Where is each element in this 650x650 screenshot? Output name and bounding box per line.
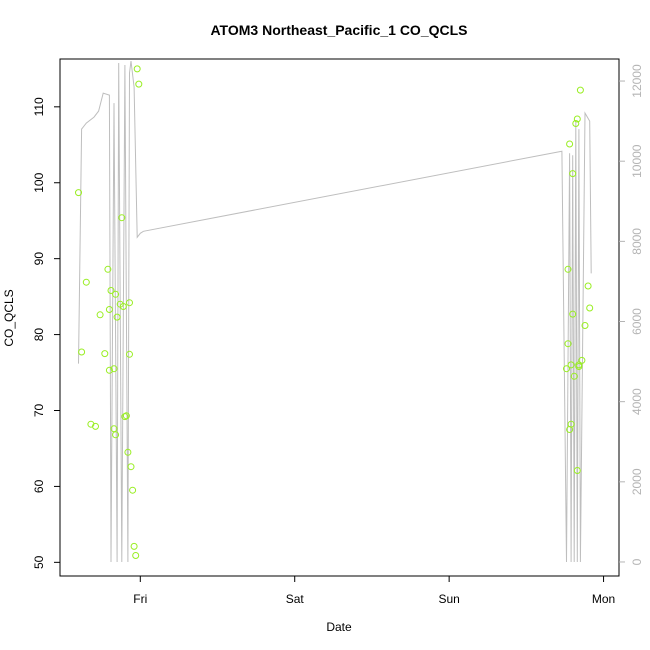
data-point (113, 313, 121, 321)
series-line-path (78, 60, 592, 563)
data-point (566, 140, 574, 148)
data-point (567, 420, 575, 428)
x-tick-label: Sun (438, 592, 459, 606)
data-point (569, 170, 577, 178)
y-tick-label: 80 (32, 328, 46, 342)
data-point (578, 356, 586, 364)
y-tick-label: 110 (32, 97, 46, 116)
y2-tick-label: 12000 (630, 64, 644, 98)
data-point (129, 486, 137, 494)
data-point (96, 311, 104, 319)
data-point (564, 265, 572, 273)
data-point (112, 431, 120, 439)
data-point (564, 340, 572, 348)
data-point (101, 350, 109, 358)
chart-title: ATOM3 Northeast_Pacific_1 CO_QCLS (210, 22, 467, 38)
y-tick-label: 100 (32, 172, 46, 192)
y2-tick-label: 6000 (630, 308, 644, 335)
data-point (563, 365, 570, 373)
data-point (110, 365, 118, 373)
data-point (104, 265, 112, 273)
data-point (570, 372, 578, 380)
y-axis-label: CO_QCLS (2, 289, 16, 346)
y2-tick-label: 0 (630, 558, 644, 565)
x-tick-label: Fri (133, 592, 147, 606)
data-point (112, 290, 120, 298)
data-point (573, 115, 581, 123)
data-point (572, 120, 580, 127)
data-point (126, 350, 133, 358)
y2-tick-label: 8000 (630, 228, 644, 255)
data-point (105, 366, 113, 374)
x-tick-label: Sat (286, 592, 305, 606)
data-point (567, 361, 575, 369)
data-point (82, 278, 90, 286)
y-tick-label: 60 (32, 479, 46, 493)
data-point (92, 422, 99, 430)
data-point (133, 65, 141, 73)
data-point (584, 282, 592, 290)
y-tick-label: 70 (32, 404, 46, 418)
data-point (78, 348, 86, 356)
x-axis: Fri Sat Sun Mon (133, 576, 615, 606)
x-tick-label: Mon (592, 592, 615, 606)
data-point (127, 463, 135, 471)
data-point (576, 86, 584, 94)
data-point (119, 303, 127, 310)
y2-tick-label: 10000 (630, 144, 644, 178)
plot-frame (59, 58, 620, 577)
y2-tick-label: 4000 (630, 388, 644, 415)
data-point (573, 467, 581, 474)
data-point (569, 310, 577, 318)
data-point (132, 552, 140, 559)
x-axis-label: Date (326, 620, 352, 634)
y-axis-right: 0 2000 4000 6000 8000 10000 12000 (619, 64, 644, 565)
data-point (135, 80, 143, 88)
line-series (78, 60, 592, 563)
data-point (126, 299, 133, 307)
data-point (107, 287, 115, 294)
y-tick-label: 50 (32, 555, 46, 569)
data-point (130, 542, 138, 550)
data-point (122, 412, 130, 420)
data-point (105, 306, 113, 313)
data-point (586, 304, 594, 312)
data-point (118, 214, 126, 222)
data-point (581, 322, 589, 329)
data-point (124, 448, 132, 456)
y2-tick-label: 2000 (630, 468, 644, 495)
scatter-series (75, 65, 594, 559)
y-axis-left: 50 60 70 80 90 100 110 (32, 97, 60, 569)
data-point (75, 189, 82, 197)
y-tick-label: 90 (32, 252, 46, 266)
